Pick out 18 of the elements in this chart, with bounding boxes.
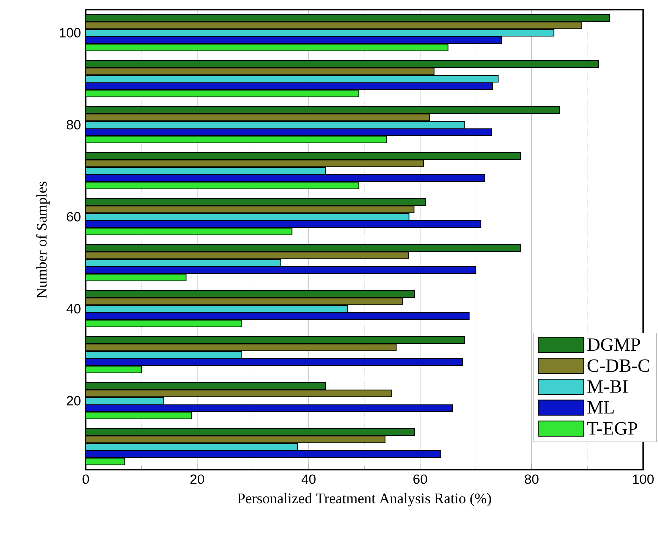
x-tick-label: 80: [525, 474, 539, 484]
legend-label: T-EGP: [587, 422, 638, 435]
y-axis-title: Number of Samples: [36, 182, 50, 298]
y-tick-label: 100: [60, 28, 81, 38]
legend-label: C-DB-C: [588, 360, 650, 372]
x-axis-title: Personalized Treatment Analysis Ratio (%): [238, 493, 492, 507]
legend-label: DGMP: [588, 338, 640, 352]
y-tick-label: 20: [67, 396, 81, 406]
x-tick-label: 20: [190, 474, 204, 484]
y-tick-label: 60: [67, 212, 81, 222]
x-tick-label: 100: [633, 474, 654, 484]
x-tick-label: 60: [414, 474, 428, 484]
y-tick-label: 40: [66, 304, 81, 314]
legend-label: M-BI: [588, 380, 628, 393]
y-tick-label: 80: [67, 120, 81, 130]
legend-label: ML: [588, 402, 614, 414]
x-tick-label: 40: [302, 474, 316, 484]
x-tick-label: 0: [82, 474, 90, 484]
